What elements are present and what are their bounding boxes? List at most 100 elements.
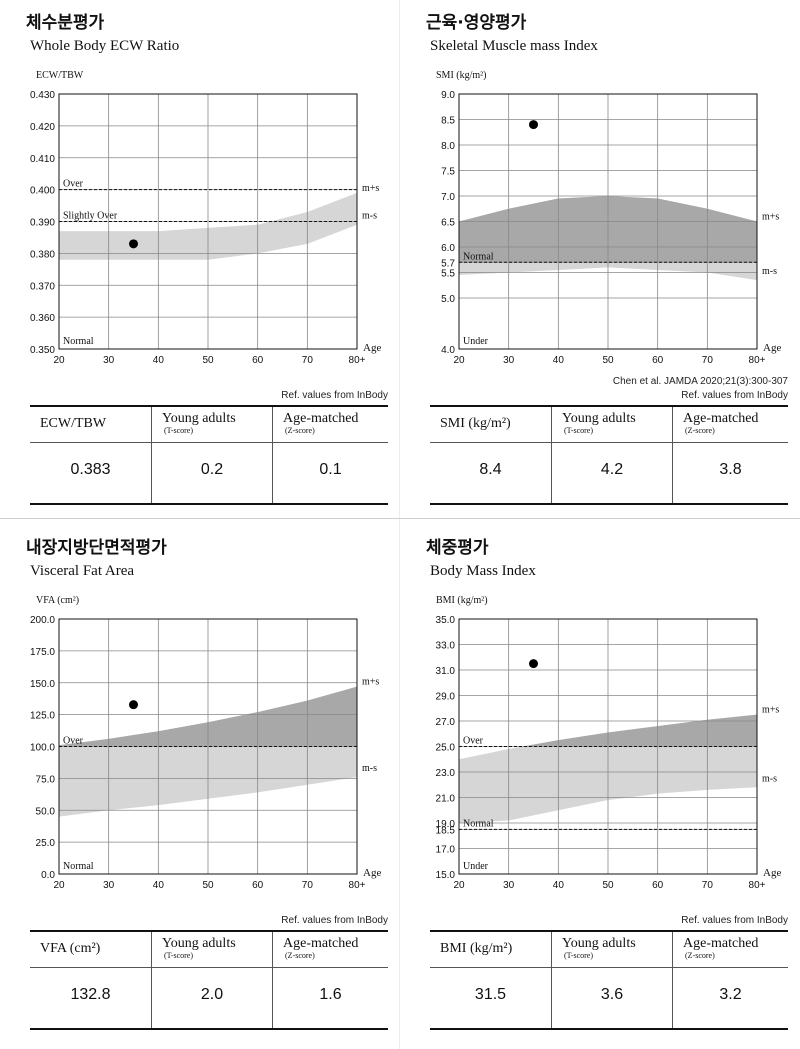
data-point xyxy=(529,659,538,669)
z-header-sub: (Z-score) xyxy=(285,426,315,435)
y-axis-title: ECW/TBW xyxy=(36,70,84,81)
zone-label: Under xyxy=(463,336,489,347)
ref-note: Ref. values from InBody xyxy=(681,390,788,401)
y-tick-label: 31.0 xyxy=(436,666,456,677)
measured-value: 0.383 xyxy=(70,461,111,478)
table-col-measure: BMI (kg/m²) 31.5 xyxy=(430,932,551,1028)
x-tick-label: 50 xyxy=(202,355,214,366)
y-tick-label: 35.0 xyxy=(436,615,456,626)
score-table: ECW/TBW 0.383 Young adults (T-score) 0.2… xyxy=(30,405,388,505)
t-score-value: 3.6 xyxy=(600,986,624,1003)
reference-band-over xyxy=(59,686,357,747)
measured-value: 8.4 xyxy=(479,461,502,478)
table-row-divider xyxy=(30,442,388,443)
x-axis-title: Age xyxy=(763,867,781,879)
reference-band-over xyxy=(522,714,757,747)
y-tick-label: 5.7 xyxy=(441,258,455,269)
table-header-z: Age-matched (Z-score) xyxy=(283,412,358,436)
y-axis-title: SMI (kg/m²) xyxy=(436,70,487,81)
x-tick-label: 20 xyxy=(53,880,65,891)
threshold-label: Normal xyxy=(463,818,494,829)
t-header-sub: (T-score) xyxy=(564,951,594,960)
table-row-divider xyxy=(430,967,788,968)
table-col-t-score: Young adults (T-score) 2.0 xyxy=(151,932,272,1028)
table-header-z: Age-matched (Z-score) xyxy=(683,412,758,436)
t-header-label: Young adults xyxy=(562,411,636,426)
table-header-z: Age-matched (Z-score) xyxy=(283,937,358,961)
y-tick-label: 75.0 xyxy=(36,774,56,785)
t-score-value: 4.2 xyxy=(600,461,624,478)
threshold-label: Over xyxy=(463,736,484,747)
table-header-t: Young adults (T-score) xyxy=(562,937,636,961)
band-label-lower: m-s xyxy=(762,266,777,277)
threshold-label: Normal xyxy=(463,251,494,262)
x-tick-label: 80+ xyxy=(349,355,366,366)
y-tick-label: 18.5 xyxy=(436,825,456,836)
table-col-z-score: Age-matched (Z-score) 3.8 xyxy=(672,407,788,503)
measured-value: 31.5 xyxy=(474,986,507,1003)
panel-title: 내장지방단면적평가 xyxy=(26,538,167,558)
x-axis-title: Age xyxy=(363,342,381,354)
table-col-measure: SMI (kg/m²) 8.4 xyxy=(430,407,551,503)
t-header-label: Young adults xyxy=(162,936,236,951)
ref-note: Ref. values from InBody xyxy=(681,915,788,926)
data-point xyxy=(129,239,138,249)
threshold-label: Over xyxy=(63,736,84,747)
x-tick-label: 40 xyxy=(153,880,165,891)
y-tick-label: 0.410 xyxy=(30,154,55,165)
y-tick-label: 8.0 xyxy=(441,141,455,152)
x-tick-label: 60 xyxy=(652,355,664,366)
band-label-upper: m+s xyxy=(762,212,779,223)
z-header-label: Age-matched xyxy=(283,936,359,951)
y-tick-label: 0.430 xyxy=(30,90,55,101)
panel-subtitle: Whole Body ECW Ratio xyxy=(30,38,180,54)
table-col-z-score: Age-matched (Z-score) 3.2 xyxy=(672,932,788,1028)
y-tick-label: 33.0 xyxy=(436,641,456,652)
panel-subtitle: Visceral Fat Area xyxy=(30,563,135,579)
y-tick-label: 25.0 xyxy=(436,743,456,754)
zone-label: Under xyxy=(463,861,489,872)
x-tick-label: 20 xyxy=(53,355,65,366)
x-axis-title: Age xyxy=(763,342,781,354)
x-tick-label: 80+ xyxy=(749,880,766,891)
y-tick-label: 6.0 xyxy=(441,243,455,254)
vertical-separator xyxy=(399,0,400,1049)
y-axis-title: BMI (kg/m²) xyxy=(436,595,488,606)
panel-smi: 근육·영양평가 Skeletal Muscle mass Index SMI (… xyxy=(400,0,800,524)
y-tick-label: 0.380 xyxy=(30,249,55,260)
vfa-chart: VFA (cm²) Over Normal m+s m-s 0.0 25.0 50.0 75.0… xyxy=(30,595,381,891)
y-tick-label: 7.5 xyxy=(441,167,455,178)
score-table: BMI (kg/m²) 31.5 Young adults (T-score) … xyxy=(430,930,788,1030)
t-score-value: 2.0 xyxy=(200,986,224,1003)
x-tick-label: 30 xyxy=(503,355,515,366)
ref-citation: Chen et al. JAMDA 2020;21(3):300-307 xyxy=(612,376,788,387)
table-col-z-score: Age-matched (Z-score) 1.6 xyxy=(272,932,388,1028)
table-header-t: Young adults (T-score) xyxy=(162,412,236,436)
table-col-t-score: Young adults (T-score) 3.6 xyxy=(551,932,672,1028)
x-tick-label: 50 xyxy=(602,355,614,366)
z-score-value: 3.2 xyxy=(719,986,742,1003)
table-header-t: Young adults (T-score) xyxy=(162,937,236,961)
x-tick-label: 40 xyxy=(153,355,165,366)
y-tick-label: 5.0 xyxy=(441,294,455,305)
t-score-value: 0.2 xyxy=(200,461,224,478)
band-label-lower: m-s xyxy=(762,773,777,784)
x-tick-label: 20 xyxy=(453,355,465,366)
y-tick-label: 150.0 xyxy=(30,679,55,690)
zone-label: Normal xyxy=(63,861,94,872)
z-header-sub: (Z-score) xyxy=(685,426,715,435)
table-header-z: Age-matched (Z-score) xyxy=(683,937,758,961)
threshold-label: Slightly Over xyxy=(63,211,118,222)
y-axis-title: VFA (cm²) xyxy=(36,595,79,606)
y-tick-label: 5.5 xyxy=(441,269,455,280)
t-header-label: Young adults xyxy=(162,411,236,426)
panel-ecw: 체수분평가 Whole Body ECW Ratio ECW/TBW Over Sl… xyxy=(0,0,400,524)
y-tick-label: 0.360 xyxy=(30,313,55,324)
x-tick-label: 30 xyxy=(103,880,115,891)
y-tick-label: 0.0 xyxy=(41,870,55,881)
table-col-z-score: Age-matched (Z-score) 0.1 xyxy=(272,407,388,503)
bmi-chart: BMI (kg/m²) Over Normal Under m+s m-s 15.0 17.0… xyxy=(436,595,782,891)
y-tick-label: 9.0 xyxy=(441,90,455,101)
y-tick-label: 27.0 xyxy=(436,717,456,728)
z-score-value: 0.1 xyxy=(319,461,342,478)
